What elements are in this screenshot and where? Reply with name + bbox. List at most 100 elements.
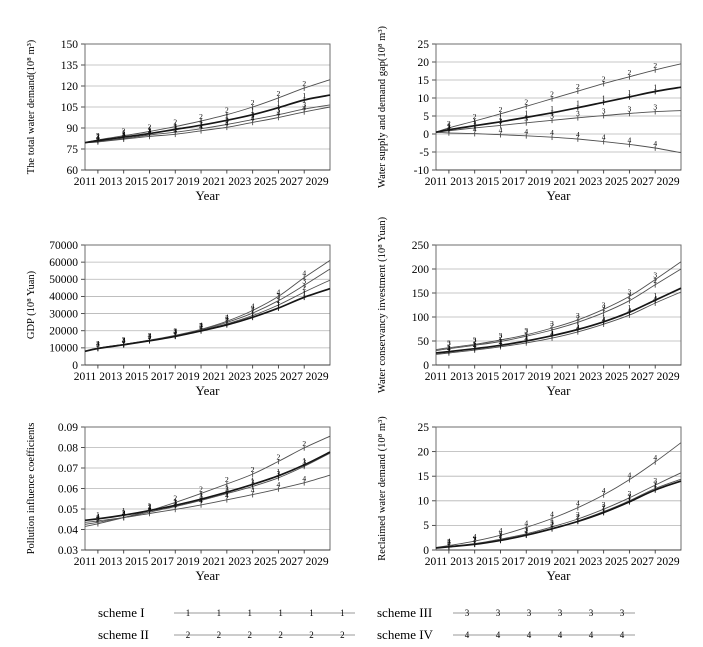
svg-text:3: 3 bbox=[302, 276, 306, 285]
svg-text:2: 2 bbox=[602, 75, 606, 84]
legend-line-scheme-1-icon: 1 1 1 1 1 1 bbox=[173, 608, 355, 618]
svg-text:3: 3 bbox=[199, 491, 203, 500]
svg-text:4: 4 bbox=[524, 518, 528, 527]
svg-text:3: 3 bbox=[496, 608, 501, 618]
svg-text:1: 1 bbox=[499, 531, 503, 540]
svg-text:4: 4 bbox=[620, 630, 625, 640]
svg-text:3: 3 bbox=[122, 130, 126, 139]
svg-text:25: 25 bbox=[418, 39, 430, 51]
svg-text:1: 1 bbox=[251, 106, 255, 115]
svg-text:2021: 2021 bbox=[202, 371, 225, 383]
svg-text:2: 2 bbox=[550, 519, 554, 528]
svg-text:250: 250 bbox=[412, 240, 430, 252]
svg-text:2023: 2023 bbox=[579, 556, 602, 568]
figure-legend: scheme I 1 1 1 1 1 1 scheme III 3 3 3 3 3 3 scheme… bbox=[0, 600, 703, 647]
svg-text:2: 2 bbox=[302, 79, 306, 88]
svg-text:2027: 2027 bbox=[631, 371, 654, 383]
svg-text:4: 4 bbox=[277, 480, 281, 489]
svg-text:2027: 2027 bbox=[631, 556, 654, 568]
svg-text:1: 1 bbox=[225, 316, 229, 325]
svg-text:2: 2 bbox=[148, 332, 152, 341]
svg-text:2011: 2011 bbox=[425, 176, 448, 188]
svg-text:1: 1 bbox=[447, 121, 451, 130]
svg-text:1: 1 bbox=[199, 116, 203, 125]
svg-text:2017: 2017 bbox=[151, 176, 174, 188]
svg-text:4: 4 bbox=[96, 339, 100, 348]
svg-text:1: 1 bbox=[576, 320, 580, 329]
svg-text:2: 2 bbox=[277, 89, 281, 98]
panel-pollution-influence-coefficients: 0.03 0.04 0.05 0.06 0.07 0.08 0.09 2011 2013 2015… bbox=[0, 408, 351, 600]
svg-text:2017: 2017 bbox=[151, 556, 174, 568]
svg-text:4: 4 bbox=[602, 486, 606, 495]
svg-text:4: 4 bbox=[527, 630, 532, 640]
svg-text:3: 3 bbox=[602, 300, 606, 309]
svg-text:0: 0 bbox=[423, 360, 429, 372]
svg-text:4: 4 bbox=[251, 301, 255, 310]
svg-text:2025: 2025 bbox=[605, 556, 628, 568]
svg-text:0.07: 0.07 bbox=[58, 463, 78, 475]
svg-text:2011: 2011 bbox=[74, 556, 97, 568]
svg-text:The total water demand(10⁸ m³): The total water demand(10⁸ m³) bbox=[26, 39, 37, 174]
svg-text:2: 2 bbox=[524, 327, 528, 336]
legend-item-scheme-3: scheme III 3 3 3 3 3 3 bbox=[355, 602, 703, 624]
svg-text:3: 3 bbox=[527, 608, 532, 618]
svg-text:15: 15 bbox=[418, 471, 430, 483]
svg-text:2011: 2011 bbox=[74, 176, 97, 188]
svg-text:2019: 2019 bbox=[177, 556, 200, 568]
svg-text:2011: 2011 bbox=[74, 371, 97, 383]
svg-text:3: 3 bbox=[550, 111, 554, 120]
legend-label-scheme-4: scheme IV bbox=[377, 627, 433, 642]
svg-text:2: 2 bbox=[550, 321, 554, 330]
legend-label-scheme-2: scheme II bbox=[98, 627, 149, 642]
svg-text:4: 4 bbox=[447, 537, 451, 546]
svg-text:4: 4 bbox=[96, 133, 100, 142]
svg-text:2025: 2025 bbox=[605, 371, 628, 383]
svg-text:2013: 2013 bbox=[99, 371, 122, 383]
svg-text:5: 5 bbox=[423, 520, 429, 532]
svg-text:1: 1 bbox=[173, 327, 177, 336]
svg-text:2: 2 bbox=[173, 118, 177, 127]
svg-text:2011: 2011 bbox=[425, 556, 448, 568]
svg-text:2: 2 bbox=[199, 321, 203, 330]
svg-text:3: 3 bbox=[277, 469, 281, 478]
svg-text:1: 1 bbox=[340, 608, 344, 618]
svg-text:1: 1 bbox=[499, 113, 503, 122]
svg-text:3: 3 bbox=[558, 608, 563, 618]
svg-text:GDP (10⁸ Yuan): GDP (10⁸ Yuan) bbox=[26, 270, 37, 339]
svg-text:4: 4 bbox=[499, 126, 503, 135]
svg-text:4: 4 bbox=[602, 133, 606, 142]
svg-text:4: 4 bbox=[550, 128, 554, 137]
svg-text:2: 2 bbox=[653, 61, 657, 70]
svg-text:2027: 2027 bbox=[280, 371, 303, 383]
svg-text:1: 1 bbox=[122, 336, 126, 345]
svg-text:1: 1 bbox=[277, 99, 281, 108]
svg-text:20000: 20000 bbox=[49, 326, 78, 338]
svg-text:2: 2 bbox=[499, 105, 503, 114]
svg-text:4: 4 bbox=[225, 491, 229, 500]
svg-text:4: 4 bbox=[465, 630, 470, 640]
svg-text:4: 4 bbox=[173, 326, 177, 335]
svg-text:0: 0 bbox=[423, 129, 429, 141]
svg-text:2: 2 bbox=[96, 339, 100, 348]
svg-text:1: 1 bbox=[524, 526, 528, 535]
svg-text:90: 90 bbox=[67, 123, 79, 135]
svg-text:3: 3 bbox=[122, 335, 126, 344]
svg-text:10000: 10000 bbox=[49, 343, 78, 355]
svg-text:3: 3 bbox=[628, 489, 632, 498]
svg-text:2: 2 bbox=[247, 630, 251, 640]
panel-water-supply-demand-gap: -10 -5 0 5 10 15 20 25 2011 2013 2015 2017 2019 2021 2… bbox=[351, 0, 703, 213]
svg-text:50000: 50000 bbox=[49, 274, 78, 286]
svg-text:0: 0 bbox=[423, 545, 429, 557]
svg-text:3: 3 bbox=[550, 518, 554, 527]
svg-text:3: 3 bbox=[524, 326, 528, 335]
svg-text:2: 2 bbox=[122, 127, 126, 136]
svg-text:4: 4 bbox=[473, 532, 477, 541]
svg-text:-5: -5 bbox=[419, 147, 429, 159]
svg-text:2021: 2021 bbox=[202, 556, 225, 568]
svg-text:2: 2 bbox=[340, 630, 344, 640]
svg-text:0: 0 bbox=[72, 360, 78, 372]
svg-text:2017: 2017 bbox=[502, 176, 525, 188]
svg-text:30000: 30000 bbox=[49, 308, 78, 320]
svg-text:4: 4 bbox=[558, 630, 563, 640]
svg-text:2: 2 bbox=[278, 630, 282, 640]
